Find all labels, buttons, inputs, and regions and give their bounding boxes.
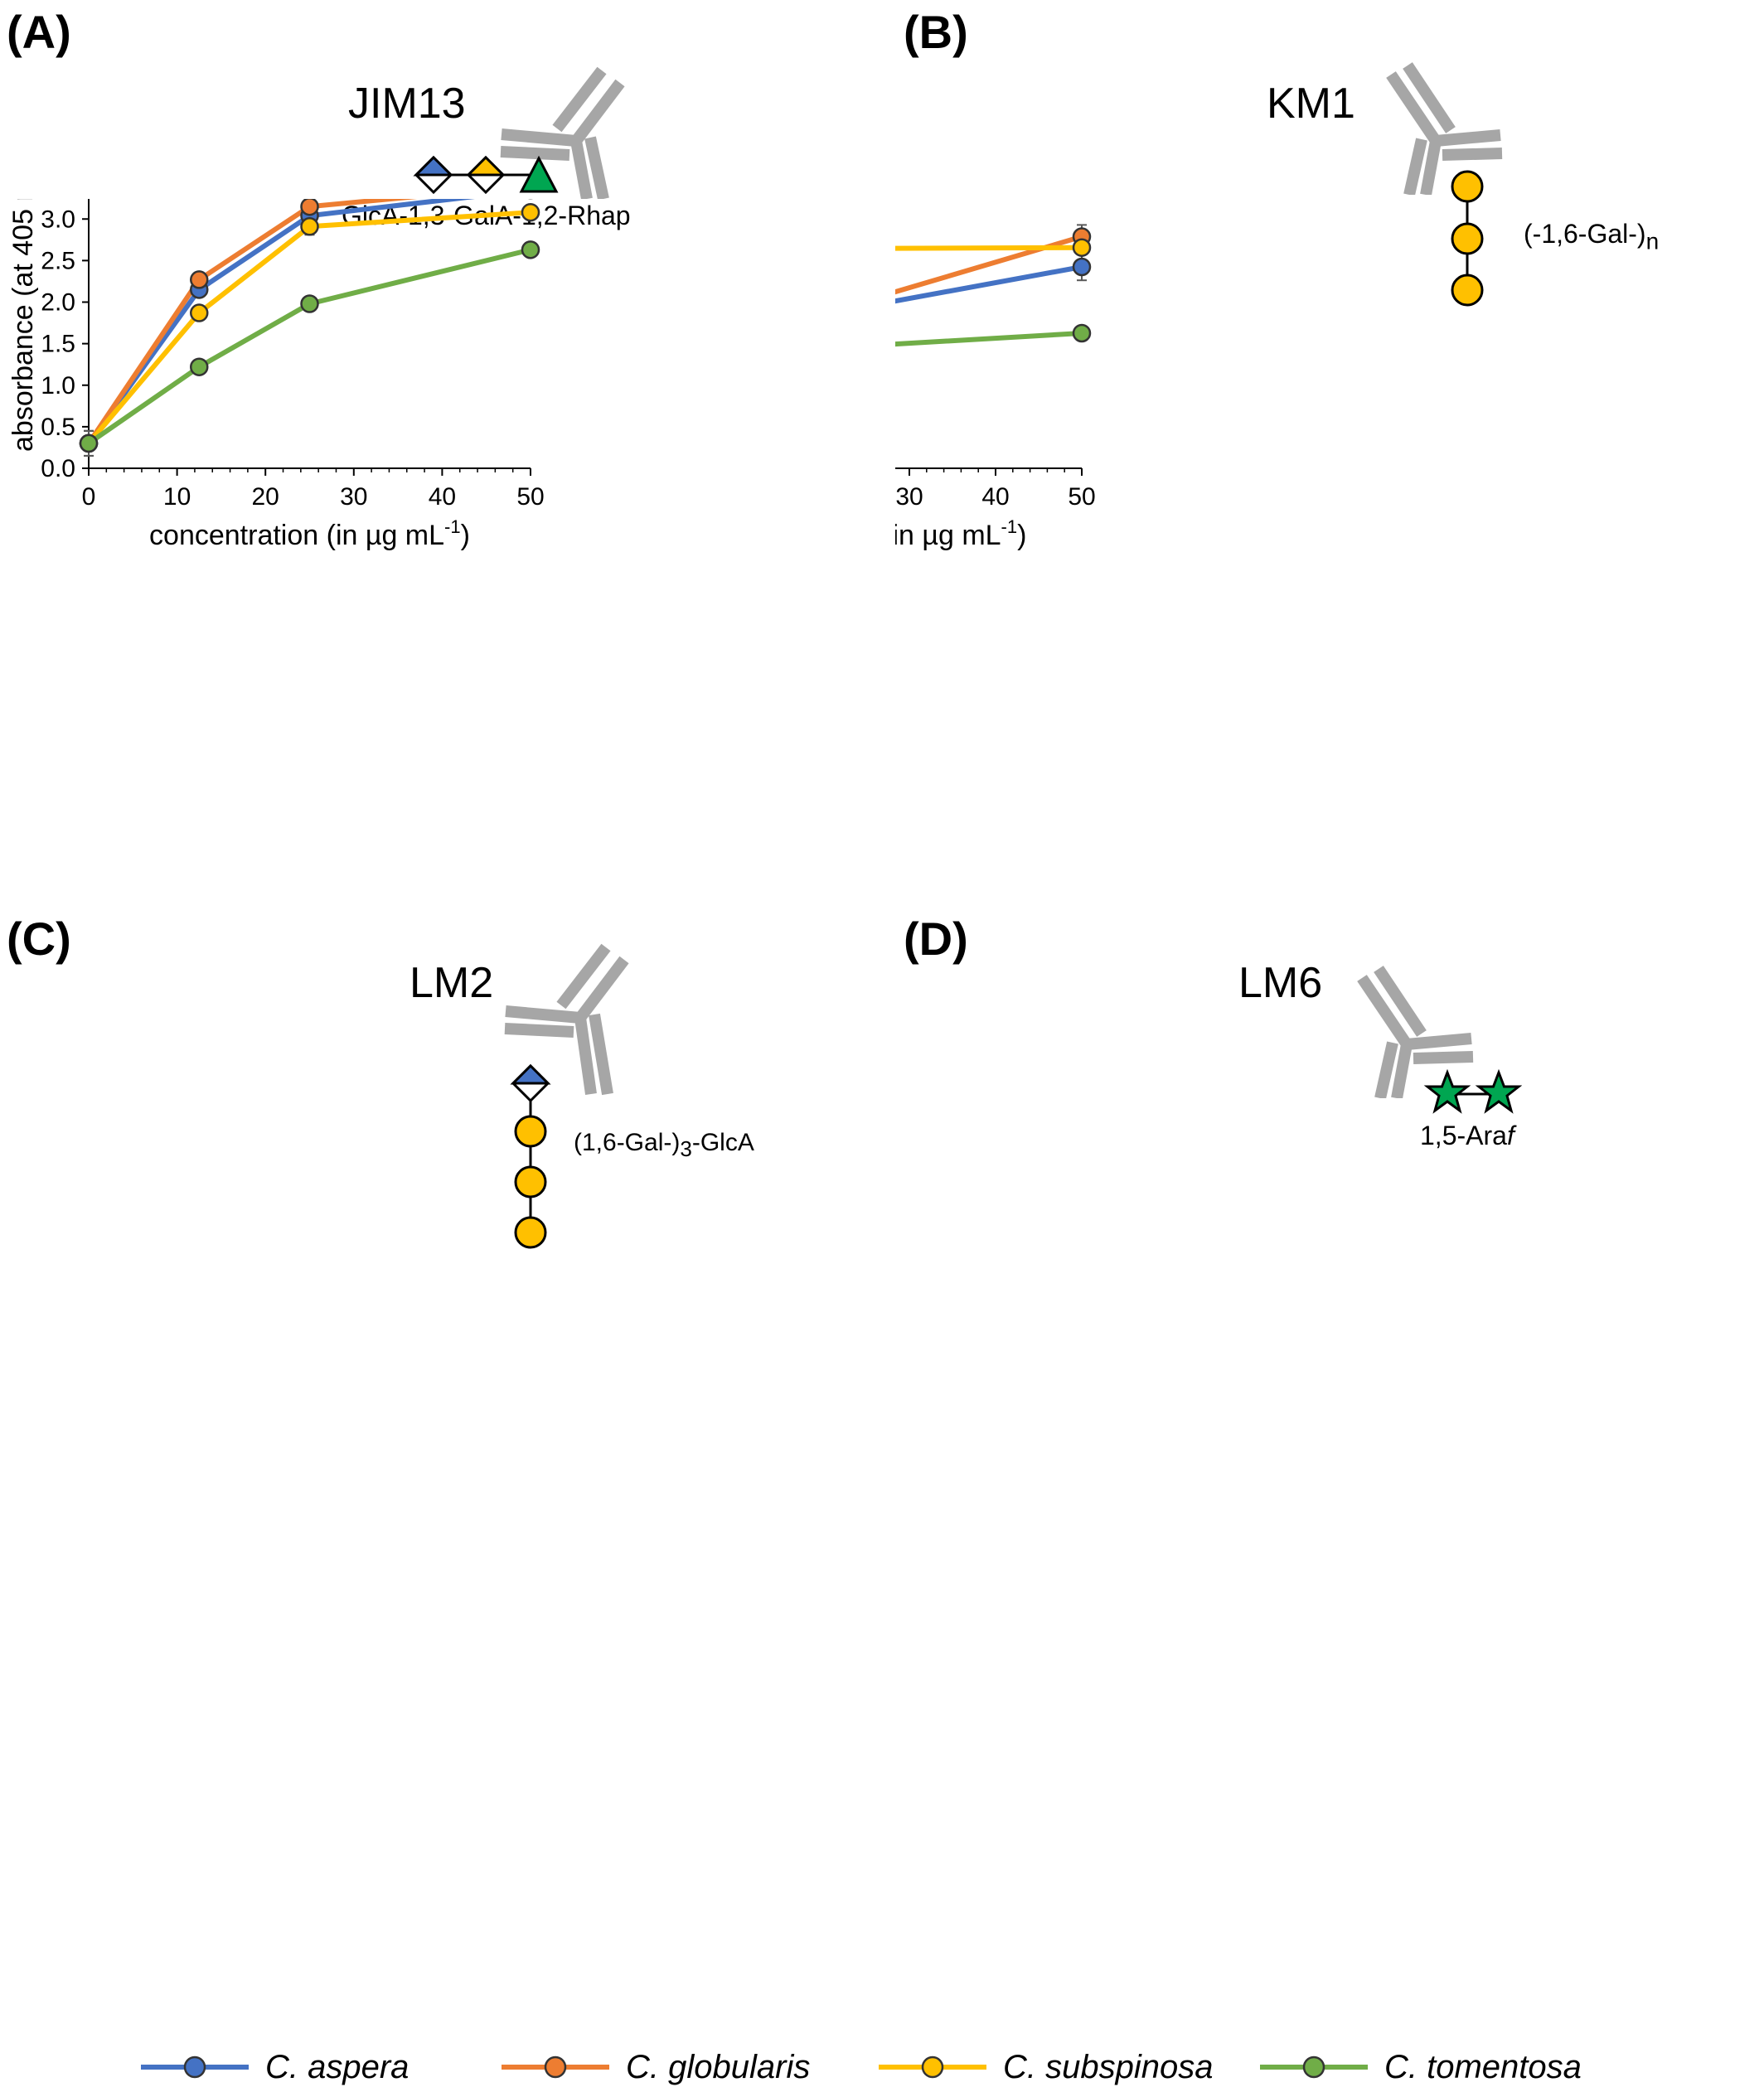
chart0-y-axis-label: absorbance (at 405 nm) bbox=[7, 199, 39, 452]
chart0-y-tick-label: 2.5 bbox=[41, 247, 75, 274]
panel-d-letter: (D) bbox=[904, 913, 968, 965]
chart1-series-line-c-globularis bbox=[895, 234, 1083, 295]
panel-a-letter: (A) bbox=[7, 6, 71, 58]
chart0-point-c-subspinosa bbox=[521, 202, 540, 222]
chart1-series-line-c-aspera bbox=[895, 264, 1083, 304]
panel-c-antibody-icon bbox=[504, 943, 629, 1096]
chart1-series-line-c-tomentosa bbox=[895, 330, 1083, 347]
chart0-x-axis-label: concentration (in µg mL-1) bbox=[149, 516, 470, 551]
chart1-x-tick-label: 30 bbox=[895, 483, 923, 511]
panel-c-chart: 00.511.522.533.5401020304050concentratio… bbox=[0, 1276, 882, 1989]
chart0-x-tick-label: 0 bbox=[82, 483, 96, 511]
panel-d-antibody-name: LM6 bbox=[1238, 959, 1323, 1007]
panel-d-chart: 00.511.522.533.5401020304050concentratio… bbox=[895, 1276, 1764, 1989]
chart0-x-tick-label: 10 bbox=[163, 483, 191, 511]
chart0-x-tick-label: 30 bbox=[340, 483, 367, 511]
chart0-x-tick-label: 20 bbox=[252, 483, 279, 511]
panel-b-epitope-subscript: n bbox=[1645, 228, 1660, 254]
legend-marker-c-aspera bbox=[141, 2056, 249, 2079]
chart1-point-c-tomentosa bbox=[1072, 323, 1092, 343]
chart0-series-line-c-aspera bbox=[86, 199, 475, 445]
chart-legend: C. aspera C. globularis C. subspinosa C.… bbox=[124, 2047, 1699, 2087]
chart0-series-line-c-tomentosa bbox=[87, 247, 531, 446]
panel-c-epitope-subscript: 3 bbox=[680, 1136, 692, 1161]
panel-b-epitope-label: (-1,6-Gal-)n bbox=[1524, 219, 1659, 254]
chart0-x-axis-label-end: ) bbox=[461, 520, 470, 551]
panel-b-glycan-icon bbox=[1451, 170, 1484, 307]
chart0-x-tick-label: 40 bbox=[429, 483, 456, 511]
chart0-y-tick-label: 0.5 bbox=[41, 414, 75, 441]
chart0-x-axis-label-main: concentration (in µg mL bbox=[149, 520, 444, 551]
chart0-series-line-c-subspinosa bbox=[86, 210, 531, 445]
panel-c-epitope-text: (1,6-Gal-) bbox=[574, 1129, 681, 1156]
panel-d-epitope-italic: f bbox=[1506, 1121, 1514, 1150]
chart1-x-tick-label: 40 bbox=[981, 483, 1009, 511]
chart0-y-tick-label: 0.0 bbox=[41, 455, 75, 482]
chart1-point-c-subspinosa bbox=[1072, 238, 1092, 257]
chart1-series-line-c-subspinosa bbox=[895, 245, 1083, 251]
panel-b-antibody-name: KM1 bbox=[1267, 80, 1355, 128]
chart1-x-axis-label: concentration (in µg mL-1) bbox=[895, 516, 1026, 551]
chart1-point-c-aspera bbox=[1072, 257, 1092, 277]
panel-d-epitope-label: 1,5-Araf bbox=[1420, 1121, 1514, 1151]
chart0-y-tick-label: 2.0 bbox=[41, 289, 75, 317]
panel-b-chart: 0.00.51.01.52.02.53.03.54.001020304050co… bbox=[895, 224, 1096, 551]
panel-c-letter: (C) bbox=[7, 913, 71, 965]
legend-label-c-subspinosa: C. subspinosa bbox=[1003, 2049, 1214, 2085]
chart0-point-c-globularis bbox=[300, 199, 319, 216]
chart1-x-axis-label-main: concentration (in µg mL bbox=[895, 520, 1001, 551]
panel-d-glycan-icon bbox=[1423, 1069, 1522, 1114]
panel-c-epitope-label: (1,6-Gal-)3-GlcA bbox=[574, 1129, 754, 1162]
legend-label-c-aspera: C. aspera bbox=[265, 2049, 410, 2085]
chart0-point-c-globularis bbox=[190, 270, 209, 289]
legend-label-c-tomentosa: C. tomentosa bbox=[1384, 2049, 1582, 2085]
chart0-x-tick-label: 50 bbox=[516, 483, 544, 511]
chart0-point-c-tomentosa bbox=[79, 433, 99, 453]
legend-label-c-globularis: C. globularis bbox=[626, 2049, 811, 2085]
chart0-series-line-c-globularis bbox=[86, 199, 418, 445]
panel-a-antibody-name: JIM13 bbox=[348, 80, 466, 128]
panel-b-epitope-text: (-1,6-Gal-) bbox=[1524, 219, 1646, 249]
panel-d-epitope-text: 1,5-Ara bbox=[1420, 1121, 1507, 1150]
panel-a-glycan-icon bbox=[413, 155, 559, 195]
chart0-point-c-subspinosa bbox=[190, 303, 209, 322]
legend-marker-c-subspinosa bbox=[879, 2056, 986, 2079]
panel-b-antibody-icon bbox=[1386, 62, 1503, 195]
chart1-x-axis-label-sup: -1 bbox=[1001, 516, 1018, 537]
panel-c-epitope-tail: -GlcA bbox=[691, 1129, 754, 1156]
chart1-x-tick-label: 50 bbox=[1068, 483, 1095, 511]
chart1-x-axis-label-end: ) bbox=[1017, 520, 1026, 551]
chart0-point-c-tomentosa bbox=[521, 240, 540, 259]
chart0-point-c-tomentosa bbox=[300, 294, 319, 313]
chart0-x-axis-label-sup: -1 bbox=[444, 516, 461, 537]
panel-b-letter: (B) bbox=[904, 6, 968, 58]
chart0-point-c-tomentosa bbox=[190, 357, 209, 376]
panel-c-antibody-name: LM2 bbox=[410, 959, 494, 1007]
panel-d-antibody-icon bbox=[1357, 966, 1474, 1098]
chart0-y-tick-label: 1.5 bbox=[41, 331, 75, 358]
panel-a-antibody-icon bbox=[500, 66, 625, 199]
legend-marker-c-globularis bbox=[502, 2056, 609, 2079]
panel-a-chart: 0.00.51.01.52.02.53.03.54.001020304050co… bbox=[7, 199, 545, 551]
chart0-y-tick-label: 3.0 bbox=[41, 206, 75, 233]
legend-marker-c-tomentosa bbox=[1260, 2056, 1368, 2079]
chart0-point-c-subspinosa bbox=[300, 217, 319, 236]
chart0-y-tick-label: 1.0 bbox=[41, 372, 75, 399]
panel-c-glycan-icon bbox=[510, 1063, 551, 1249]
